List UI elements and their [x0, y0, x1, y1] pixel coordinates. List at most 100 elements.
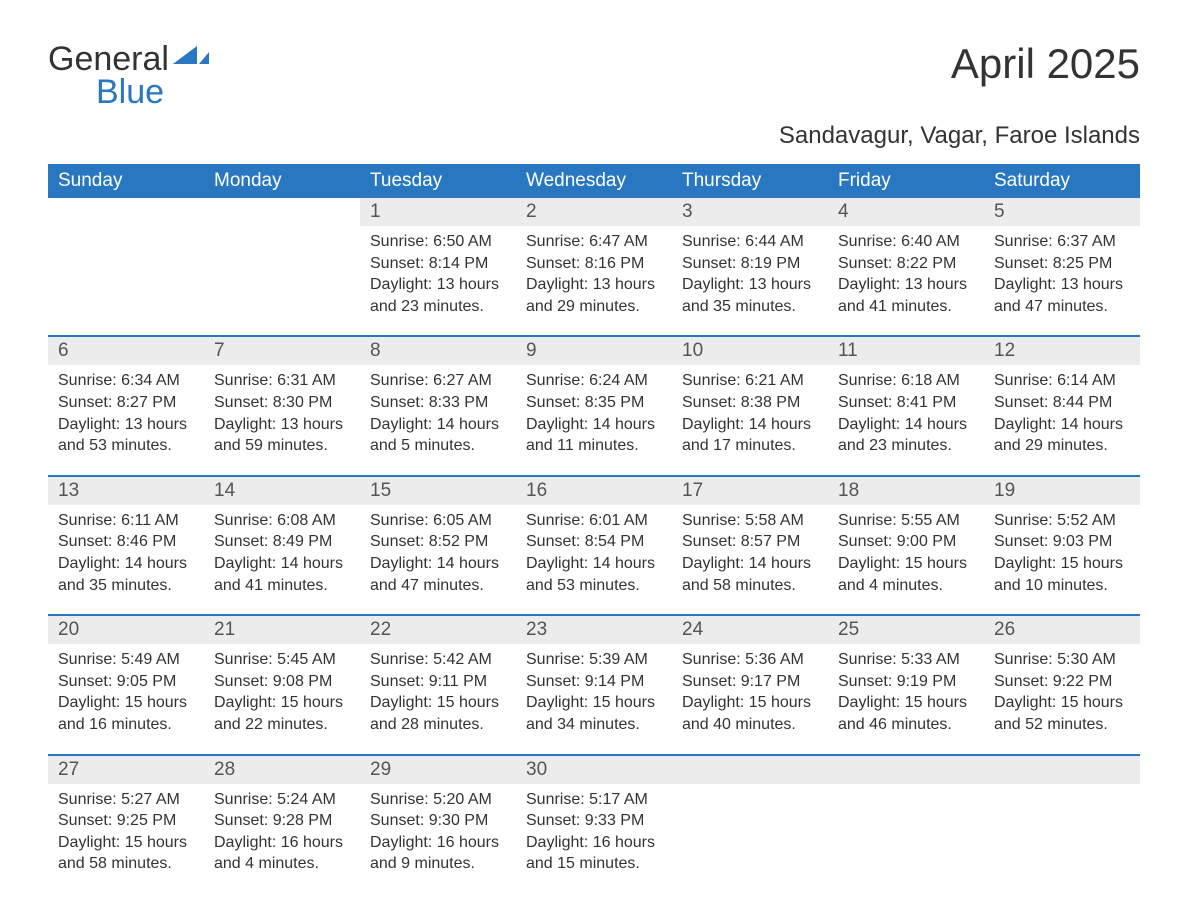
day-number-cell — [48, 198, 204, 226]
sunrise-text: Sunrise: 5:39 AM — [526, 649, 662, 671]
sunrise-text: Sunrise: 6:44 AM — [682, 231, 818, 253]
daylight-text: Daylight: 14 hours and 35 minutes. — [58, 553, 194, 596]
day-header: Wednesday — [516, 164, 672, 198]
sunrise-text: Sunrise: 5:27 AM — [58, 789, 194, 811]
day-number-cell: 4 — [828, 198, 984, 226]
daylight-text: Daylight: 16 hours and 15 minutes. — [526, 832, 662, 875]
day-detail-cell: Sunrise: 6:01 AMSunset: 8:54 PMDaylight:… — [516, 505, 672, 615]
sunset-text: Sunset: 8:25 PM — [994, 253, 1130, 275]
day-detail-cell: Sunrise: 6:08 AMSunset: 8:49 PMDaylight:… — [204, 505, 360, 615]
day-detail-cell: Sunrise: 6:05 AMSunset: 8:52 PMDaylight:… — [360, 505, 516, 615]
day-number-cell: 2 — [516, 198, 672, 226]
sunset-text: Sunset: 8:16 PM — [526, 253, 662, 275]
sunset-text: Sunset: 8:54 PM — [526, 531, 662, 553]
sunset-text: Sunset: 9:14 PM — [526, 671, 662, 693]
day-number-cell: 8 — [360, 336, 516, 365]
day-number-cell: 13 — [48, 476, 204, 505]
day-header: Saturday — [984, 164, 1140, 198]
calendar-header-row: SundayMondayTuesdayWednesdayThursdayFrid… — [48, 164, 1140, 198]
day-detail-cell: Sunrise: 6:31 AMSunset: 8:30 PMDaylight:… — [204, 365, 360, 475]
day-detail-cell: Sunrise: 5:39 AMSunset: 9:14 PMDaylight:… — [516, 644, 672, 754]
daylight-text: Daylight: 13 hours and 29 minutes. — [526, 274, 662, 317]
sunrise-text: Sunrise: 6:37 AM — [994, 231, 1130, 253]
sunrise-text: Sunrise: 5:20 AM — [370, 789, 506, 811]
day-header: Monday — [204, 164, 360, 198]
daylight-text: Daylight: 13 hours and 47 minutes. — [994, 274, 1130, 317]
daylight-text: Daylight: 15 hours and 46 minutes. — [838, 692, 974, 735]
day-detail-cell: Sunrise: 6:27 AMSunset: 8:33 PMDaylight:… — [360, 365, 516, 475]
day-detail-cell: Sunrise: 5:17 AMSunset: 9:33 PMDaylight:… — [516, 784, 672, 894]
sunset-text: Sunset: 8:41 PM — [838, 392, 974, 414]
month-title: April 2025 — [951, 40, 1140, 88]
sunrise-text: Sunrise: 6:50 AM — [370, 231, 506, 253]
daylight-text: Daylight: 14 hours and 41 minutes. — [214, 553, 350, 596]
day-detail-cell — [672, 784, 828, 894]
sunset-text: Sunset: 9:22 PM — [994, 671, 1130, 693]
sunset-text: Sunset: 8:52 PM — [370, 531, 506, 553]
sunset-text: Sunset: 9:05 PM — [58, 671, 194, 693]
sunrise-text: Sunrise: 6:14 AM — [994, 370, 1130, 392]
sunrise-text: Sunrise: 5:30 AM — [994, 649, 1130, 671]
daylight-text: Daylight: 14 hours and 58 minutes. — [682, 553, 818, 596]
day-number-cell: 15 — [360, 476, 516, 505]
day-detail-cell: Sunrise: 6:18 AMSunset: 8:41 PMDaylight:… — [828, 365, 984, 475]
sunset-text: Sunset: 8:44 PM — [994, 392, 1130, 414]
sunrise-text: Sunrise: 5:33 AM — [838, 649, 974, 671]
day-detail-cell: Sunrise: 6:14 AMSunset: 8:44 PMDaylight:… — [984, 365, 1140, 475]
day-number-cell: 5 — [984, 198, 1140, 226]
day-number-cell: 12 — [984, 336, 1140, 365]
day-detail-cell: Sunrise: 6:34 AMSunset: 8:27 PMDaylight:… — [48, 365, 204, 475]
day-number-cell — [828, 755, 984, 784]
day-number-cell: 19 — [984, 476, 1140, 505]
day-header: Friday — [828, 164, 984, 198]
sunset-text: Sunset: 8:49 PM — [214, 531, 350, 553]
day-number-cell: 9 — [516, 336, 672, 365]
day-number-cell: 26 — [984, 615, 1140, 644]
day-number-cell — [204, 198, 360, 226]
day-detail-cell: Sunrise: 6:40 AMSunset: 8:22 PMDaylight:… — [828, 226, 984, 336]
sunrise-text: Sunrise: 5:24 AM — [214, 789, 350, 811]
day-number-cell: 28 — [204, 755, 360, 784]
day-number-cell: 16 — [516, 476, 672, 505]
daylight-text: Daylight: 14 hours and 23 minutes. — [838, 414, 974, 457]
logo: General Blue — [48, 40, 211, 112]
day-number-cell: 30 — [516, 755, 672, 784]
day-detail-cell — [984, 784, 1140, 894]
sunrise-text: Sunrise: 5:17 AM — [526, 789, 662, 811]
daylight-text: Daylight: 15 hours and 34 minutes. — [526, 692, 662, 735]
daylight-text: Daylight: 13 hours and 53 minutes. — [58, 414, 194, 457]
daylight-text: Daylight: 15 hours and 10 minutes. — [994, 553, 1130, 596]
sunset-text: Sunset: 9:28 PM — [214, 810, 350, 832]
sunrise-text: Sunrise: 6:27 AM — [370, 370, 506, 392]
sunrise-text: Sunrise: 6:31 AM — [214, 370, 350, 392]
sunrise-text: Sunrise: 6:11 AM — [58, 510, 194, 532]
location-subtitle: Sandavagur, Vagar, Faroe Islands — [48, 122, 1140, 150]
day-number-cell: 25 — [828, 615, 984, 644]
day-detail-cell: Sunrise: 5:27 AMSunset: 9:25 PMDaylight:… — [48, 784, 204, 894]
daylight-text: Daylight: 13 hours and 35 minutes. — [682, 274, 818, 317]
day-detail-cell: Sunrise: 5:33 AMSunset: 9:19 PMDaylight:… — [828, 644, 984, 754]
logo-blue-text: Blue — [96, 73, 164, 112]
sunrise-text: Sunrise: 5:49 AM — [58, 649, 194, 671]
day-number-cell — [672, 755, 828, 784]
day-header: Thursday — [672, 164, 828, 198]
daylight-text: Daylight: 15 hours and 28 minutes. — [370, 692, 506, 735]
day-number-cell: 7 — [204, 336, 360, 365]
daylight-text: Daylight: 15 hours and 22 minutes. — [214, 692, 350, 735]
daylight-text: Daylight: 13 hours and 23 minutes. — [370, 274, 506, 317]
sunset-text: Sunset: 9:25 PM — [58, 810, 194, 832]
sunset-text: Sunset: 9:19 PM — [838, 671, 974, 693]
sunrise-text: Sunrise: 6:18 AM — [838, 370, 974, 392]
day-number-cell: 11 — [828, 336, 984, 365]
sunrise-text: Sunrise: 5:45 AM — [214, 649, 350, 671]
day-detail-cell: Sunrise: 5:30 AMSunset: 9:22 PMDaylight:… — [984, 644, 1140, 754]
sunset-text: Sunset: 8:38 PM — [682, 392, 818, 414]
sunset-text: Sunset: 8:19 PM — [682, 253, 818, 275]
sunset-text: Sunset: 8:33 PM — [370, 392, 506, 414]
daylight-text: Daylight: 14 hours and 11 minutes. — [526, 414, 662, 457]
day-detail-cell: Sunrise: 5:58 AMSunset: 8:57 PMDaylight:… — [672, 505, 828, 615]
day-detail-cell: Sunrise: 6:21 AMSunset: 8:38 PMDaylight:… — [672, 365, 828, 475]
sunrise-text: Sunrise: 6:40 AM — [838, 231, 974, 253]
day-number-cell: 14 — [204, 476, 360, 505]
sunrise-text: Sunrise: 6:24 AM — [526, 370, 662, 392]
